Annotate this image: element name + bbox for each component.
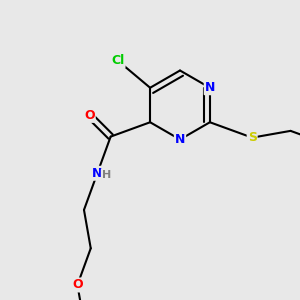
Text: S: S [248, 131, 257, 144]
Text: H: H [102, 170, 111, 180]
Text: Cl: Cl [111, 54, 124, 67]
Text: N: N [92, 167, 103, 180]
Text: O: O [72, 278, 83, 292]
Text: O: O [84, 109, 95, 122]
Text: N: N [205, 81, 215, 94]
Text: N: N [175, 133, 185, 146]
